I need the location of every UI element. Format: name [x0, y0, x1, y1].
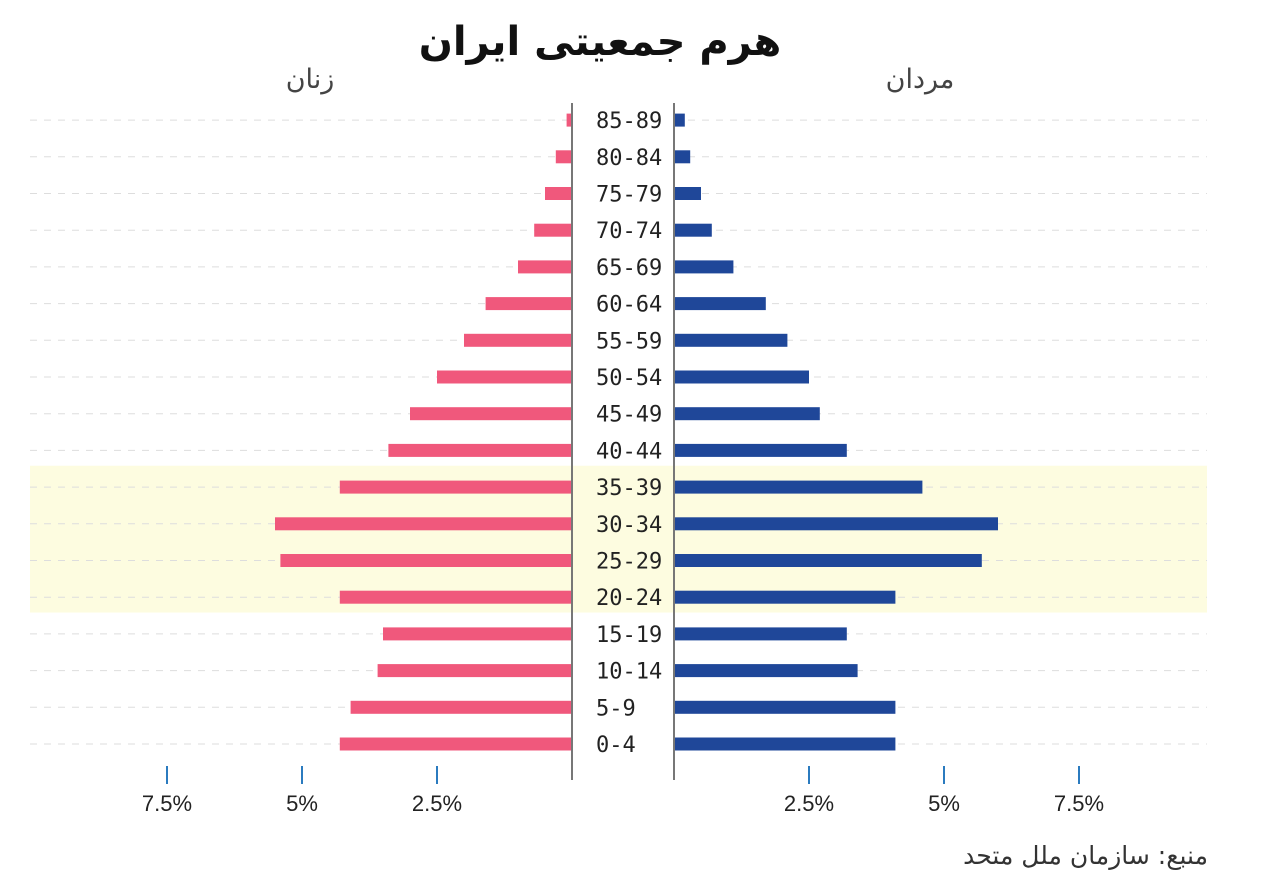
x-tick-label: 2.5%: [784, 791, 834, 816]
age-group-label: 85-89: [596, 109, 662, 134]
male-bar-80-84: [674, 150, 691, 164]
male-bar-50-54: [674, 370, 809, 384]
female-bar-5-9: [350, 700, 572, 714]
age-group-label: 20-24: [596, 586, 662, 611]
age-group-label: 50-54: [596, 366, 662, 391]
male-bar-20-24: [674, 590, 896, 604]
age-group-label: 35-39: [596, 476, 662, 501]
female-bar-35-39: [339, 480, 572, 494]
male-bar-85-89: [674, 113, 685, 127]
age-group-label: 45-49: [596, 403, 662, 428]
male-bar-5-9: [674, 700, 896, 714]
male-bar-10-14: [674, 664, 858, 678]
female-bar-45-49: [410, 407, 572, 421]
male-bar-0-4: [674, 737, 896, 751]
male-bar-45-49: [674, 407, 820, 421]
female-bar-10-14: [377, 664, 572, 678]
female-bar-55-59: [464, 333, 572, 347]
female-bar-60-64: [485, 297, 572, 311]
age-group-label: 80-84: [596, 146, 662, 171]
female-bar-70-74: [534, 223, 572, 237]
age-group-label: 25-29: [596, 550, 662, 575]
x-tick-label: 5%: [928, 791, 960, 816]
female-bar-80-84: [555, 150, 572, 164]
male-bar-15-19: [674, 627, 847, 641]
female-bar-30-34: [275, 517, 572, 531]
male-bar-35-39: [674, 480, 923, 494]
left-side-label: زنان: [286, 64, 335, 95]
age-group-label: 75-79: [596, 183, 662, 208]
female-bar-0-4: [339, 737, 572, 751]
chart-title: هرم جمعیتی ایران: [419, 19, 782, 65]
age-group-label: 5-9: [596, 696, 636, 721]
x-tick-label: 7.5%: [1054, 791, 1104, 816]
age-group-label: 65-69: [596, 256, 662, 281]
age-group-label: 10-14: [596, 660, 662, 685]
x-tick-label: 5%: [286, 791, 318, 816]
female-bar-40-44: [388, 443, 572, 457]
age-group-label: 60-64: [596, 293, 662, 318]
highlight-band: [30, 465, 1207, 613]
age-group-label: 40-44: [596, 439, 662, 464]
female-bar-20-24: [339, 590, 572, 604]
male-bar-70-74: [674, 223, 712, 237]
male-bar-65-69: [674, 260, 734, 274]
male-bar-30-34: [674, 517, 998, 531]
age-group-label: 15-19: [596, 623, 662, 648]
female-bar-75-79: [545, 187, 572, 200]
male-bar-40-44: [674, 443, 847, 457]
female-bar-25-29: [280, 554, 572, 567]
right-side-label: مردان: [886, 64, 955, 95]
x-tick-label: 7.5%: [142, 791, 192, 816]
female-bar-65-69: [518, 260, 572, 274]
male-bar-55-59: [674, 333, 788, 347]
age-group-label: 30-34: [596, 513, 662, 538]
x-tick-label: 2.5%: [412, 791, 462, 816]
age-group-label: 55-59: [596, 329, 662, 354]
source-note: منبع: سازمان ملل متحد: [963, 841, 1208, 871]
female-bar-50-54: [437, 370, 572, 384]
female-bar-15-19: [383, 627, 572, 641]
male-bar-75-79: [674, 187, 701, 200]
female-bar-85-89: [566, 113, 572, 127]
male-bar-25-29: [674, 554, 982, 567]
age-group-label: 0-4: [596, 733, 636, 758]
male-bar-60-64: [674, 297, 766, 311]
age-group-label: 70-74: [596, 219, 662, 244]
